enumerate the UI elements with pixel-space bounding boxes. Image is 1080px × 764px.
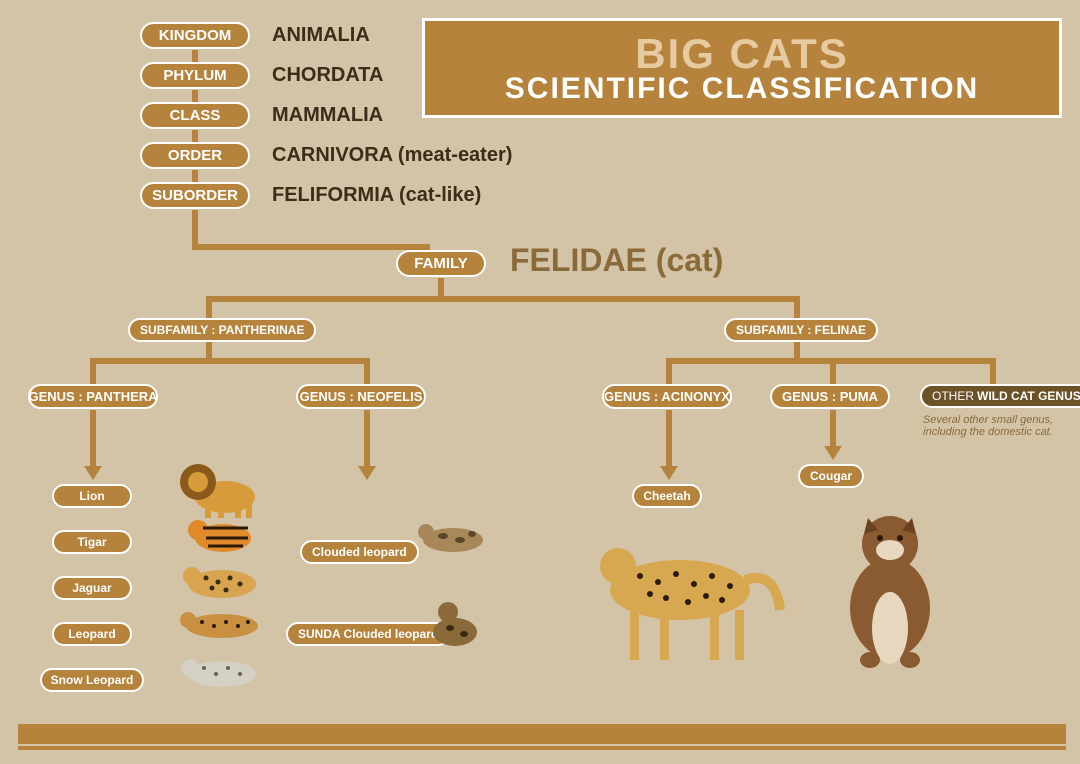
species-leopard: Leopard [52,622,132,646]
cougar-illustration [820,488,960,678]
species-tiger: Tigar [52,530,132,554]
genus-other-bold: WILD CAT GENUS [977,389,1080,403]
genus-puma: GENUS : PUMA [770,384,890,409]
name-kingdom: ANIMALIA [272,24,370,47]
conn-puma-arrow [830,410,836,448]
rank-order: ORDER [140,142,250,169]
genus-neofelis: GENUS : NEOFELIS [296,384,426,409]
conn-pan-l [90,358,96,384]
genus-panthera: GENUS : PANTHERA [28,384,158,409]
title-banner: BIG CATS SCIENTIFIC CLASSIFICATION [422,18,1062,118]
conn-fam-r [794,296,800,318]
genus-other-pre: OTHER [932,389,974,403]
conn-acin-arrow [666,410,672,468]
arrow-puma [824,446,842,460]
footer-line [18,746,1066,750]
conn-fam-h [206,296,800,302]
arrow-panthera [84,466,102,480]
clouded-leopard-illustration [408,512,498,562]
rank-phylum: PHYLUM [140,62,250,89]
arrow-neofelis [358,466,376,480]
species-clouded: Clouded leopard [300,540,419,564]
name-class: MAMMALIA [272,104,383,127]
conn-fel-l [666,358,672,384]
rank-class: CLASS [140,102,250,129]
genus-acinonyx: GENUS : ACINONYX [602,384,732,409]
arrow-acinonyx [660,466,678,480]
rank-kingdom: KINGDOM [140,22,250,49]
species-cougar: Cougar [798,464,864,488]
conn-fam-l [206,296,212,318]
rank-family: FAMILY [396,250,486,277]
conn-c-o [192,130,198,142]
name-phylum: CHORDATA [272,64,383,87]
snow-leopard-illustration [172,646,272,696]
conn-panth-arrow [90,410,96,468]
subfam-felinae: SUBFAMILY : FELINAE [724,318,878,342]
subfam-pantherinae: SUBFAMILY : PANTHERINAE [128,318,316,342]
tiger-illustration [178,508,268,563]
conn-s-f-h [192,244,430,250]
species-lion: Lion [52,484,132,508]
species-cheetah: Cheetah [632,484,702,508]
name-suborder: FELIFORMIA (cat-like) [272,184,481,207]
conn-pan-h [90,358,370,364]
title-sub: SCIENTIFIC CLASSIFICATION [505,72,979,106]
conn-pan-r [364,358,370,384]
name-order: CARNIVORA (meat-eater) [272,144,512,167]
conn-p-c [192,90,198,102]
cheetah-illustration [570,510,790,680]
genus-other-note: Several other small genus, including the… [918,414,1058,438]
conn-neo-arrow [364,410,370,468]
species-jaguar: Jaguar [52,576,132,600]
leopard-illustration [172,602,272,646]
jaguar-illustration [172,556,272,606]
species-snow-leopard: Snow Leopard [40,668,144,692]
conn-fel-r [990,358,996,384]
conn-k-p [192,50,198,62]
genus-other: OTHER WILD CAT GENUS [920,384,1080,408]
footer-bar [18,724,1066,744]
rank-suborder: SUBORDER [140,182,250,209]
conn-o-s [192,170,198,182]
conn-fel-m [830,358,836,384]
name-family: FELIDAE (cat) [510,242,723,279]
title-main: BIG CATS [635,30,849,78]
sunda-clouded-illustration [420,594,490,654]
